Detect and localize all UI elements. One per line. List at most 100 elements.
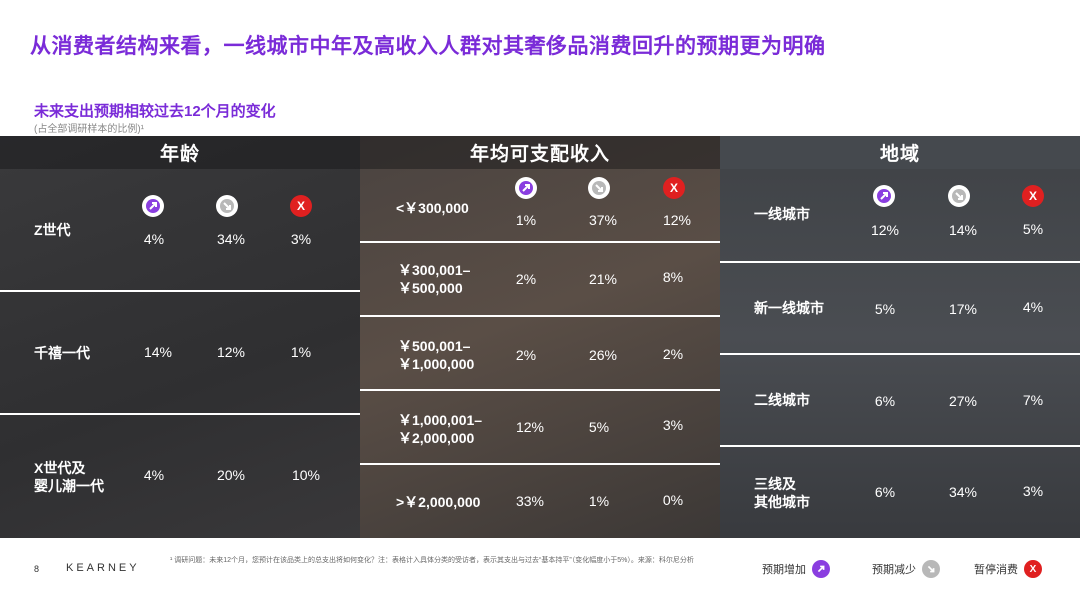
legend-increase: 预期增加 (762, 560, 830, 578)
legend-increase-label: 预期增加 (762, 564, 806, 576)
decrease-icon (948, 185, 970, 207)
page-title: 从消费者结构来看，一线城市中年及高收入人群对其奢侈品消费回升的预期更为明确 (30, 35, 826, 58)
age-stop-value: 3% (290, 231, 312, 247)
row-divider (720, 445, 1080, 447)
row-divider (720, 261, 1080, 263)
region-stop-value: 3% (1022, 483, 1044, 499)
row-divider (360, 315, 720, 317)
row-divider (360, 463, 720, 465)
region-row: 三线及 其他城市 6% 34% 3% (720, 447, 1080, 538)
region-row-label: 三线及 其他城市 (754, 476, 810, 510)
legend-decrease-label: 预期减少 (872, 564, 916, 576)
income-row: ￥300,001– ￥500,000 2% 21% 8% (360, 243, 720, 315)
region-down-value: 34% (948, 484, 978, 500)
age-up-value: 14% (143, 344, 173, 360)
income-row-label: <￥300,000 (396, 200, 469, 216)
region-row: 新一线城市 5% 17% 4% (720, 263, 1080, 353)
region-up-value: 5% (874, 301, 896, 317)
region-down-value: 17% (948, 301, 978, 317)
legend-decrease: 预期减少 (872, 560, 940, 578)
income-row-label: >￥2,000,000 (396, 494, 481, 510)
income-panel: 年均可支配收入 <￥300,000 X 1% 37% 12% ￥300,001–… (360, 136, 720, 538)
income-up-value: 33% (515, 493, 545, 509)
region-stop-value: 7% (1022, 392, 1044, 408)
row-divider (720, 353, 1080, 355)
page-number: 8 (34, 564, 40, 574)
region-header: 地域 (720, 136, 1080, 169)
legend-stop-label: 暂停消费 (974, 564, 1018, 576)
region-stop-value: 5% (1022, 221, 1044, 237)
region-row-label: 新一线城市 (754, 300, 824, 316)
region-row-label: 二线城市 (754, 392, 810, 408)
region-down-value: 14% (948, 222, 978, 238)
stop-icon: X (1022, 185, 1044, 207)
income-row-label: ￥500,001– ￥1,000,000 (398, 338, 475, 372)
decrease-icon (216, 195, 238, 217)
income-header: 年均可支配收入 (360, 136, 720, 169)
income-row: ￥1,000,001– ￥2,000,000 12% 5% 3% (360, 391, 720, 463)
income-up-value: 1% (515, 212, 537, 228)
income-up-value: 2% (515, 271, 537, 287)
income-stop-value: 12% (662, 212, 692, 228)
stop-icon: X (290, 195, 312, 217)
age-panel: 年龄 Z世代 X 4% 34% 3% 千禧一代 14% 12% 1% X世代及 … (0, 136, 360, 538)
region-stop-value: 4% (1022, 299, 1044, 315)
legend-stop: 暂停消费 X (974, 560, 1042, 578)
footer: 8 KEARNEY ¹ 调研问题：未来12个月，您预计在该品类上的总支出将如何变… (0, 538, 1080, 606)
age-row-label: 千禧一代 (34, 345, 90, 361)
chart-subnote: (占全部调研样本的比例)¹ (34, 124, 144, 135)
decrease-icon (588, 177, 610, 199)
brand-logo: KEARNEY (66, 562, 140, 574)
stop-icon: X (1024, 560, 1042, 578)
age-header: 年龄 (0, 136, 360, 169)
row-divider (360, 389, 720, 391)
income-row-label: ￥300,001– ￥500,000 (398, 262, 471, 296)
region-row-label: 一线城市 (754, 206, 810, 222)
income-row: >￥2,000,000 33% 1% 0% (360, 465, 720, 538)
income-down-value: 1% (588, 493, 610, 509)
income-stop-value: 8% (662, 269, 684, 285)
region-row: 一线城市 X 12% 14% 5% (720, 169, 1080, 261)
decrease-icon (922, 560, 940, 578)
age-stop-value: 10% (291, 467, 321, 483)
region-row: 二线城市 6% 27% 7% (720, 355, 1080, 445)
age-down-value: 34% (216, 231, 246, 247)
age-up-value: 4% (143, 467, 165, 483)
row-divider (0, 290, 360, 292)
age-row: 千禧一代 14% 12% 1% (0, 292, 360, 414)
income-row: <￥300,000 X 1% 37% 12% (360, 169, 720, 241)
age-up-value: 4% (143, 231, 165, 247)
row-divider (360, 241, 720, 243)
region-down-value: 27% (948, 393, 978, 409)
stop-icon: X (663, 177, 685, 199)
age-row: Z世代 X 4% 34% 3% (0, 169, 360, 291)
chart-subtitle: 未来支出预期相较过去12个月的变化 (34, 103, 276, 120)
region-panel: 地域 一线城市 X 12% 14% 5% 新一线城市 5% 17% 4% 二线城… (720, 136, 1080, 538)
age-row-label: X世代及 婴儿潮一代 (34, 460, 104, 494)
income-up-value: 2% (515, 347, 537, 363)
age-stop-value: 1% (290, 344, 312, 360)
increase-icon (812, 560, 830, 578)
age-down-value: 12% (216, 344, 246, 360)
region-up-value: 6% (874, 393, 896, 409)
income-down-value: 26% (588, 347, 618, 363)
income-down-value: 21% (588, 271, 618, 287)
income-down-value: 5% (588, 419, 610, 435)
increase-icon (873, 185, 895, 207)
increase-icon (142, 195, 164, 217)
age-row: X世代及 婴儿潮一代 4% 20% 10% (0, 415, 360, 538)
region-up-value: 12% (870, 222, 900, 238)
income-up-value: 12% (515, 419, 545, 435)
income-down-value: 37% (588, 212, 618, 228)
income-stop-value: 3% (662, 417, 684, 433)
income-row-label: ￥1,000,001– ￥2,000,000 (398, 412, 483, 446)
income-stop-value: 0% (662, 492, 684, 508)
income-stop-value: 2% (662, 346, 684, 362)
age-row-label: Z世代 (34, 222, 71, 238)
income-row: ￥500,001– ￥1,000,000 2% 26% 2% (360, 317, 720, 389)
footnote: ¹ 调研问题：未来12个月，您预计在该品类上的总支出将如何变化？注：表格计入具体… (170, 557, 694, 564)
region-up-value: 6% (874, 484, 896, 500)
row-divider (0, 413, 360, 415)
increase-icon (515, 177, 537, 199)
age-down-value: 20% (216, 467, 246, 483)
